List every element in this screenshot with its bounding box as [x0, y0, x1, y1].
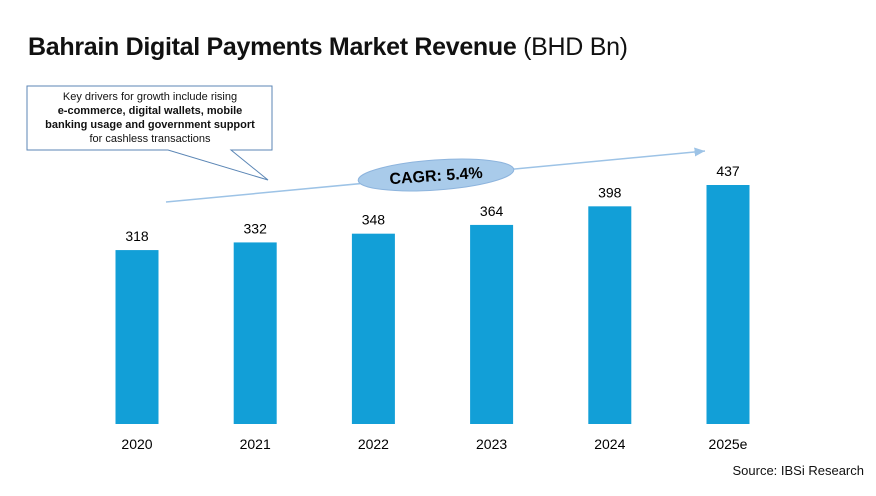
- callout-line: banking usage and government support: [45, 119, 255, 131]
- x-tick-label: 2021: [240, 436, 271, 452]
- data-label: 332: [244, 220, 268, 236]
- title-text: Bahrain Digital Payments Market Revenue: [28, 33, 517, 61]
- x-tick-label: 2024: [594, 436, 625, 452]
- cagr-label: CAGR: 5.4%: [389, 165, 483, 188]
- x-tick-label: 2025e: [709, 436, 748, 452]
- bar-2024: [588, 206, 632, 424]
- data-label: 437: [716, 163, 740, 179]
- data-label: 348: [362, 212, 386, 228]
- cagr-ellipse: [357, 158, 515, 192]
- x-tick-label: 2020: [121, 436, 152, 452]
- x-tick-label: 2023: [476, 436, 507, 452]
- chart-title: Bahrain Digital Payments Market Revenue …: [28, 33, 628, 62]
- data-label: 398: [598, 184, 622, 200]
- callout-text: Key drivers for growth include rising e-…: [28, 90, 272, 146]
- title-unit: (BHD Bn): [523, 33, 628, 61]
- bar-2020: [115, 250, 159, 424]
- data-label: 318: [125, 228, 149, 244]
- data-label: 364: [480, 203, 504, 219]
- callout-line: Key drivers for growth include rising: [62, 91, 238, 103]
- x-tick-label: 2022: [358, 436, 389, 452]
- bar-2023: [470, 224, 514, 424]
- bar-2022: [351, 233, 395, 424]
- callout-box: [26, 85, 273, 181]
- callout-line: e-commerce, digital wallets, mobile: [57, 105, 243, 117]
- bar-2025e: [706, 185, 750, 424]
- source-note: Source: IBSi Research: [732, 463, 864, 478]
- bar-2021: [233, 242, 277, 424]
- callout-line: for cashless transactions: [89, 133, 211, 145]
